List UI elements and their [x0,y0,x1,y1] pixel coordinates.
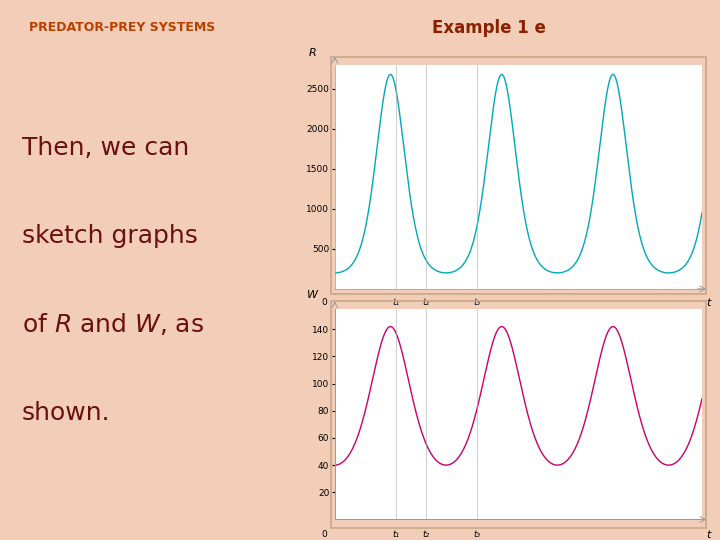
Text: shown.: shown. [22,401,110,424]
Text: t₁: t₁ [392,298,400,307]
Text: of $R$ and $W$, as: of $R$ and $W$, as [22,312,204,338]
Text: PREDATOR-PREY SYSTEMS: PREDATOR-PREY SYSTEMS [29,21,215,34]
Text: $W$: $W$ [306,288,320,300]
Text: $t$: $t$ [706,528,712,540]
Text: t₂: t₂ [423,530,430,539]
Text: t₁: t₁ [392,530,400,539]
Text: 0: 0 [322,298,328,307]
Text: t₃: t₃ [474,530,481,539]
Text: 0: 0 [322,530,328,539]
Text: $t$: $t$ [706,295,712,308]
Text: Then, we can: Then, we can [22,136,189,160]
Text: t₂: t₂ [423,298,430,307]
Text: t₃: t₃ [474,298,481,307]
Text: $R$: $R$ [308,46,317,58]
Text: sketch graphs: sketch graphs [22,224,197,248]
Text: Example 1 e: Example 1 e [432,18,546,37]
